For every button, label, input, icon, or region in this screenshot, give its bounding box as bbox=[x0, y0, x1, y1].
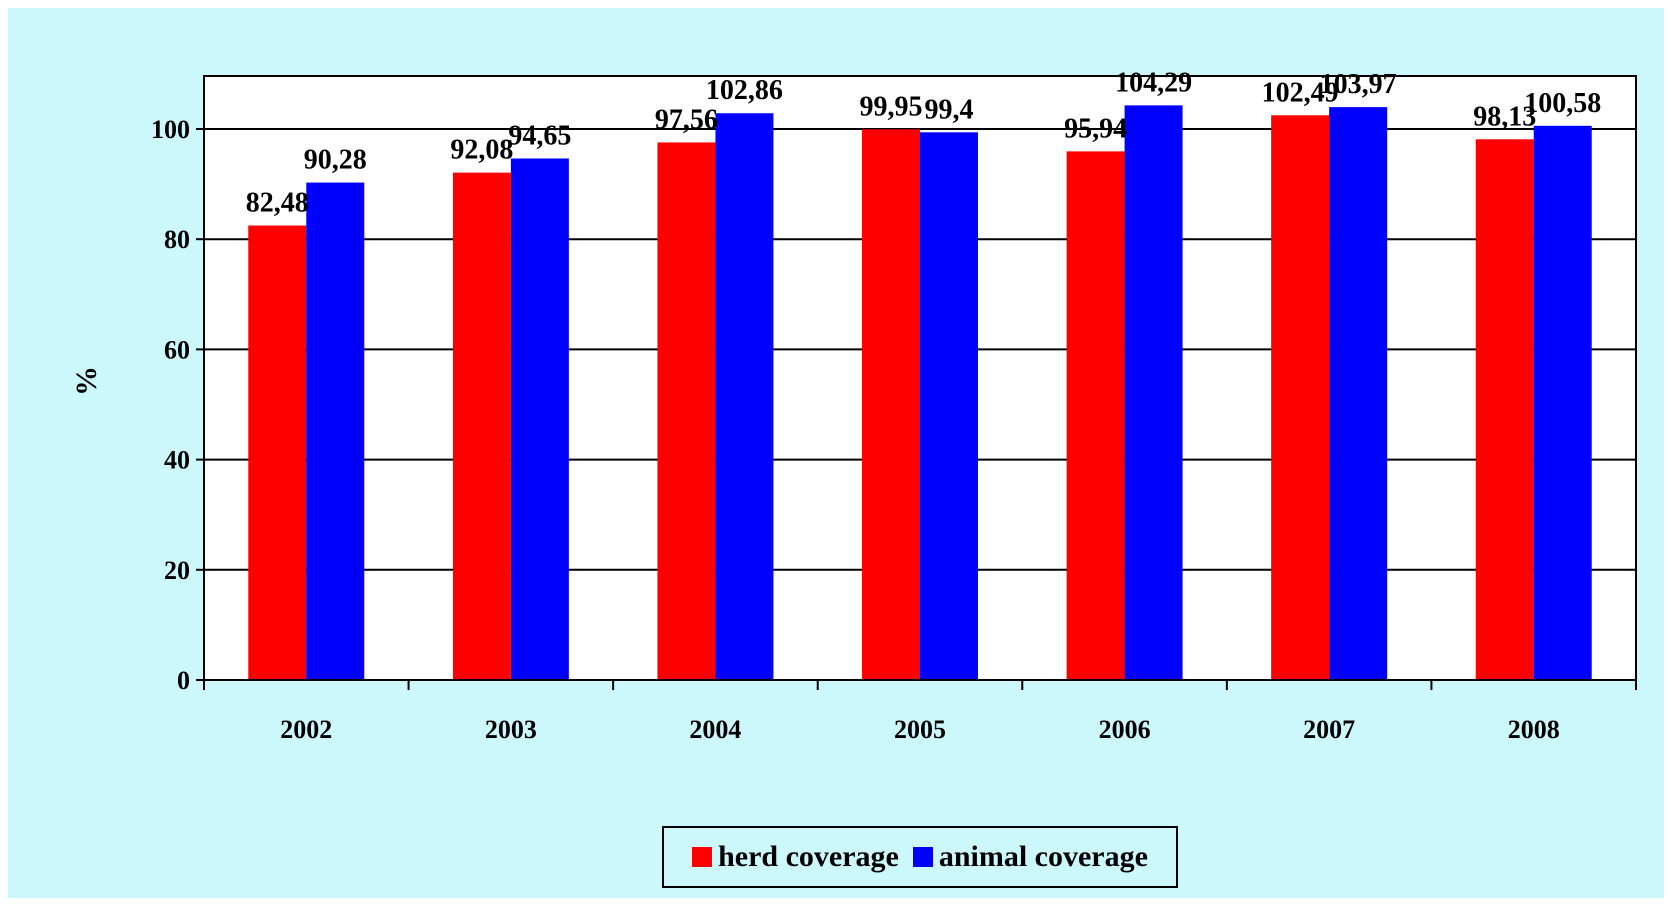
x-tick-label-2003: 2003 bbox=[485, 715, 537, 744]
axes: 0 20 40 60 80 100 2002 2003 2004 2005 2006 2007 2008 bbox=[151, 76, 1637, 744]
data-label-animal-coverage-2003: 94,65 bbox=[508, 120, 571, 151]
data-label-animal-coverage-2007: 103,97 bbox=[1320, 69, 1397, 100]
legend: herd coverage animal coverage bbox=[662, 826, 1178, 888]
legend-label-herd-coverage: herd coverage bbox=[718, 840, 899, 873]
bar-herd-coverage-2006 bbox=[1066, 151, 1125, 680]
legend-entry-animal-coverage: animal coverage bbox=[912, 840, 1148, 874]
data-label-herd-coverage-2006: 95,94 bbox=[1064, 113, 1127, 144]
data-label-herd-coverage-2005: 99,95 bbox=[860, 91, 923, 122]
data-label-animal-coverage-2002: 90,28 bbox=[304, 145, 367, 176]
legend-entry-herd-coverage: herd coverage bbox=[692, 840, 899, 874]
bar-herd-coverage-2007 bbox=[1271, 115, 1330, 681]
bar-animal-coverage-2008 bbox=[1533, 125, 1592, 680]
y-tick-label-60: 60 bbox=[164, 335, 190, 364]
chart-area: 82,48 90,28 92,08 94,65 97,56 102,86 99,95 99,4… bbox=[8, 8, 1664, 898]
legend-swatch-herd-coverage bbox=[692, 847, 713, 867]
data-label-herd-coverage-2004: 97,56 bbox=[655, 104, 718, 135]
bar-animal-coverage-2002 bbox=[306, 182, 365, 681]
bar-animal-coverage-2003 bbox=[510, 158, 569, 680]
data-label-herd-coverage-2003: 92,08 bbox=[450, 135, 513, 166]
data-label-herd-coverage-2002: 82,48 bbox=[246, 188, 309, 219]
x-tick-label-2008: 2008 bbox=[1508, 715, 1560, 744]
bar-herd-coverage-2008 bbox=[1475, 139, 1534, 680]
legend-swatch-animal-coverage bbox=[912, 847, 933, 867]
bar-animal-coverage-2004 bbox=[715, 113, 774, 681]
bar-herd-coverage-2005 bbox=[862, 129, 920, 680]
x-tick-label-2002: 2002 bbox=[280, 715, 332, 744]
x-tick-label-2005: 2005 bbox=[894, 715, 946, 744]
y-tick-label-100: 100 bbox=[151, 115, 190, 144]
data-label-animal-coverage-2004: 102,86 bbox=[706, 75, 783, 106]
y-tick-label-80: 80 bbox=[164, 225, 190, 254]
bars bbox=[248, 105, 1592, 681]
data-label-animal-coverage-2005: 99,4 bbox=[925, 94, 974, 125]
y-tick-label-40: 40 bbox=[164, 446, 190, 475]
data-label-herd-coverage-2008: 98,13 bbox=[1473, 101, 1536, 132]
bar-animal-coverage-2005 bbox=[920, 132, 978, 680]
bar-herd-coverage-2002 bbox=[248, 225, 307, 680]
bar-herd-coverage-2003 bbox=[452, 172, 511, 680]
y-axis-title: % bbox=[70, 366, 103, 396]
bar-animal-coverage-2007 bbox=[1329, 107, 1388, 680]
y-tick-label-0: 0 bbox=[177, 666, 190, 695]
bar-herd-coverage-2004 bbox=[657, 142, 716, 680]
y-tick-label-20: 20 bbox=[164, 556, 190, 585]
x-tick-label-2004: 2004 bbox=[689, 715, 741, 744]
legend-label-animal-coverage: animal coverage bbox=[938, 840, 1148, 873]
data-label-animal-coverage-2006: 104,29 bbox=[1115, 67, 1192, 98]
data-label-animal-coverage-2008: 100,58 bbox=[1524, 88, 1601, 119]
x-tick-label-2006: 2006 bbox=[1099, 715, 1151, 744]
data-label-herd-coverage-2007: 102,49 bbox=[1262, 77, 1339, 108]
bar-animal-coverage-2006 bbox=[1124, 105, 1183, 680]
x-tick-label-2007: 2007 bbox=[1303, 715, 1355, 744]
